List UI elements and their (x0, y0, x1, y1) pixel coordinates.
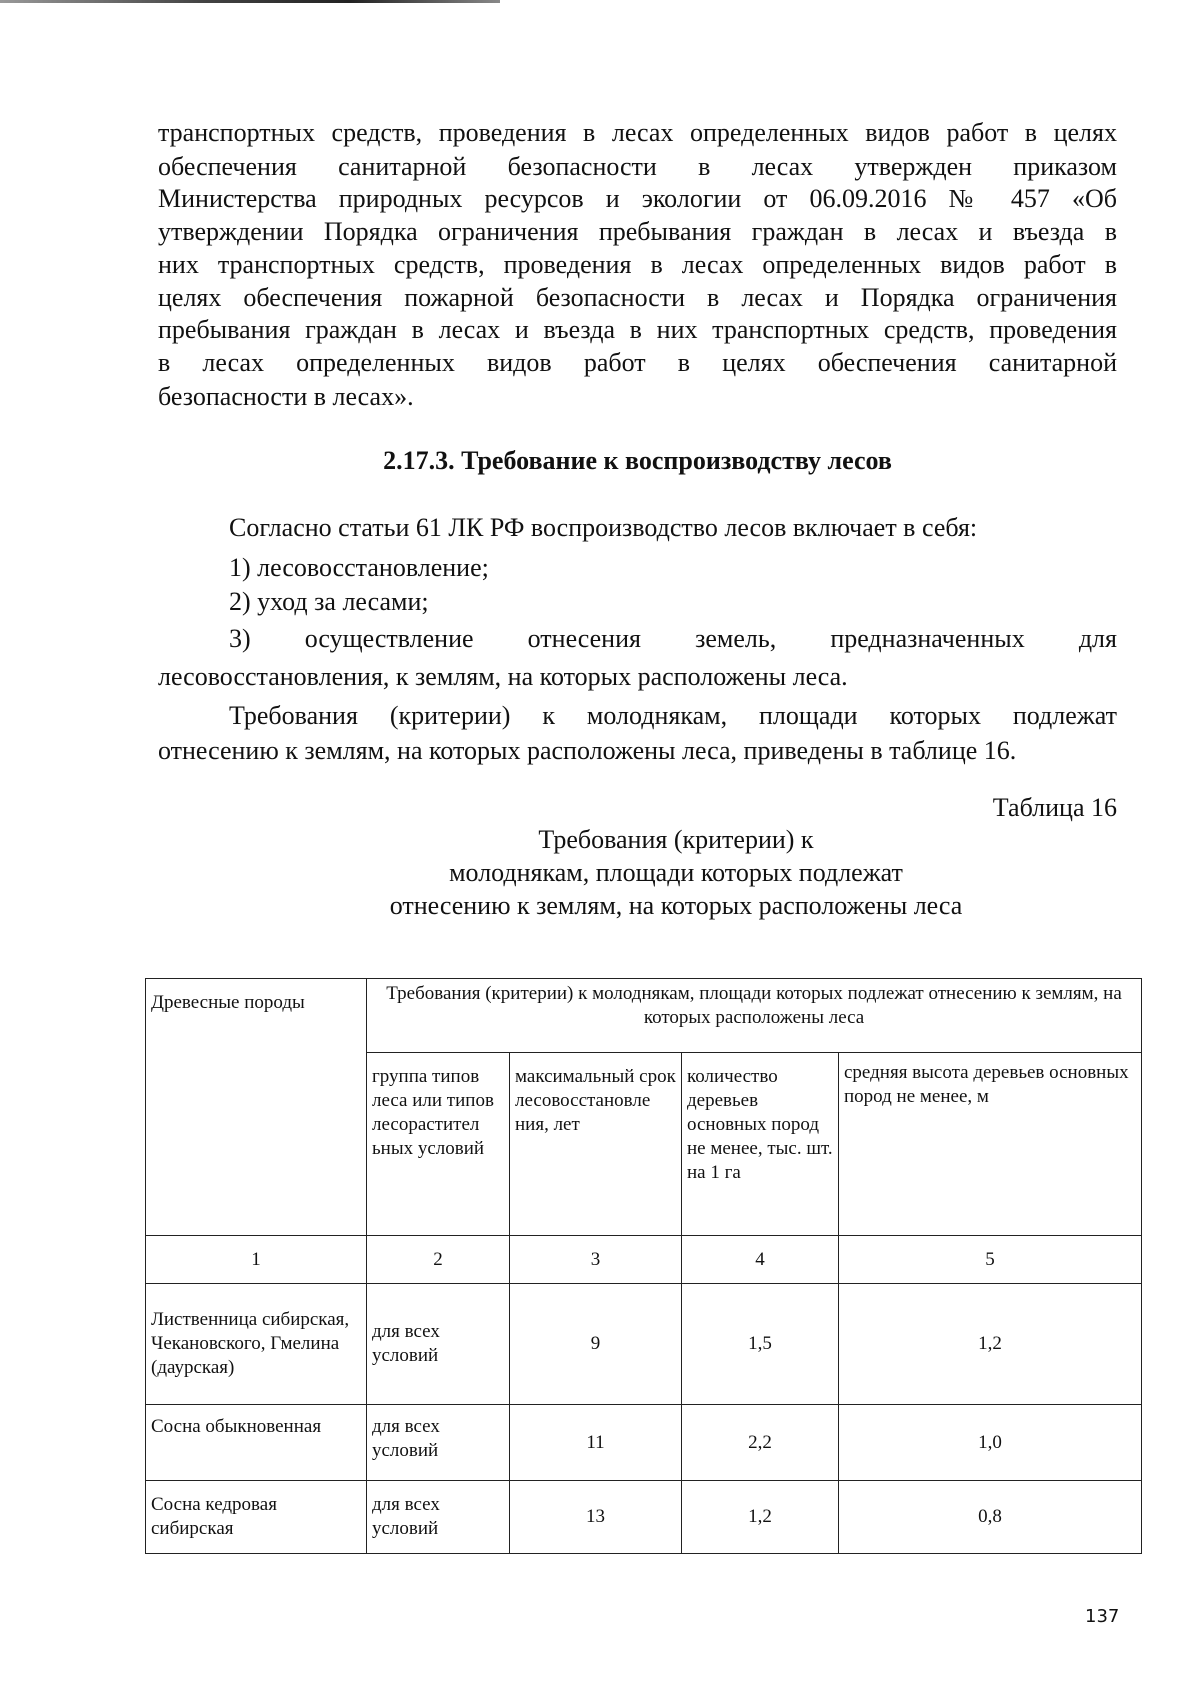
column-number: 3 (509, 1235, 682, 1284)
species-cell: Лиственница сибирская, Чекановского, Гме… (145, 1283, 367, 1405)
max-period-cell: 9 (509, 1283, 682, 1405)
forest-type-cell: для всех условий (366, 1283, 510, 1405)
table-row: Сосна обыкновенная для всех условий 11 2… (145, 1404, 1143, 1481)
section-heading: 2.17.3. Требование к воспроизводству лес… (383, 446, 892, 475)
page-number: 137 (1085, 1606, 1120, 1627)
avg-height-cell: 1,0 (837, 1404, 1143, 1481)
avg-height-cell: 0,8 (837, 1480, 1143, 1554)
header-requirements-group: Требования (критерии) к молоднякам, площ… (365, 978, 1143, 1053)
column-number: 5 (837, 1235, 1143, 1284)
list-item-continuation: лесовосстановления, к землям, на которых… (158, 662, 848, 691)
text-line: Министерства природных ресурсов и эколог… (158, 184, 1117, 213)
table-row: Сосна кедровая сибирская для всех услови… (145, 1480, 1143, 1554)
max-period-cell: 11 (509, 1404, 682, 1481)
forest-type-cell: для всех условий (366, 1404, 510, 1481)
column-number: 4 (681, 1235, 839, 1284)
text-line: утверждении Порядка ограничения пребыван… (158, 217, 1117, 246)
species-cell: Сосна обыкновенная (145, 1404, 367, 1481)
list-item: 3) осуществление отнесения земель, предн… (229, 624, 1117, 653)
forest-type-cell: для всех условий (366, 1480, 510, 1554)
header-max-period: максимальный срок лесовосстановле ния, л… (509, 1052, 682, 1236)
tree-count-cell: 2,2 (681, 1404, 839, 1481)
text-line: обеспечения санитарной безопасности в ле… (158, 152, 1117, 181)
table-caption: отнесению к землям, на которых расположе… (389, 891, 963, 920)
header-avg-height: средняя высота деревьев основных пород н… (837, 1052, 1143, 1236)
table-label: Таблица 16 (992, 793, 1117, 822)
header-species: Древесные породы (145, 978, 367, 1236)
column-number-row: 1 2 3 4 5 (145, 1235, 1143, 1284)
list-item: 1) лесовосстановление; (229, 553, 489, 582)
max-period-cell: 13 (509, 1480, 682, 1554)
column-number: 2 (366, 1235, 510, 1284)
paragraph-requirements: отнесению к землям, на которых расположе… (158, 736, 1017, 765)
paragraph-requirements: Требования (критерии) к молоднякам, площ… (229, 701, 1117, 730)
column-number: 1 (145, 1235, 367, 1284)
scan-edge-artifact (0, 0, 500, 3)
avg-height-cell: 1,2 (837, 1283, 1143, 1405)
intro-text: Согласно статьи 61 ЛК РФ воспроизводство… (229, 513, 978, 542)
table-caption: Требования (критерии) к (538, 825, 814, 854)
tree-count-cell: 1,2 (681, 1480, 839, 1554)
text-line: безопасности в лесах». (158, 382, 414, 411)
header-forest-type: группа типов леса или типов лесорастител… (366, 1052, 510, 1236)
tree-count-cell: 1,5 (681, 1283, 839, 1405)
text-line: целях обеспечения пожарной безопасности … (158, 283, 1117, 312)
text-line: пребывания граждан в лесах и въезда в ни… (158, 315, 1117, 344)
species-cell: Сосна кедровая сибирская (145, 1480, 367, 1554)
text-line: в лесах определенных видов работ в целях… (158, 348, 1117, 377)
header-tree-count: количество деревьев основных пород не ме… (681, 1052, 839, 1236)
text-line: них транспортных средств, проведения в л… (158, 250, 1117, 279)
requirements-table: Древесные породы Требования (критерии) к… (145, 978, 1143, 1554)
table-caption: молоднякам, площади которых подлежат (449, 858, 903, 887)
table-row: Лиственница сибирская, Чекановского, Гме… (145, 1283, 1143, 1405)
text-line: транспортных средств, проведения в лесах… (158, 118, 1117, 147)
list-item: 2) уход за лесами; (229, 587, 429, 616)
